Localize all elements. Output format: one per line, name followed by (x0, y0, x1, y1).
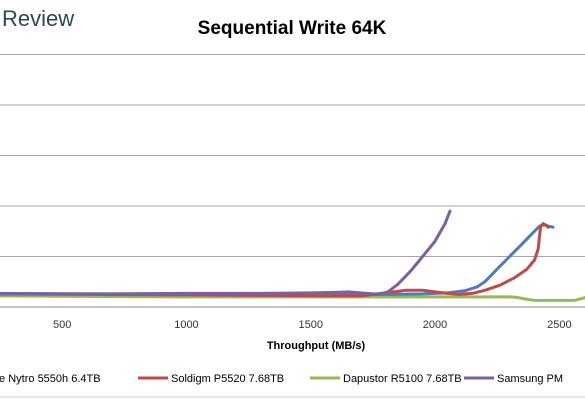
x-tick-label: 2500 (547, 319, 571, 331)
brand-logo-text: Review (2, 6, 74, 31)
legend: te Nytro 5550h 6.4TB Soldigm P5520 7.68TB… (0, 373, 563, 385)
gridlines (0, 54, 585, 257)
legend-label-3: Samsung PM (497, 373, 563, 385)
x-tick-label: 500 (53, 319, 71, 331)
legend-label-1: Soldigm P5520 7.68TB (171, 373, 284, 385)
series-line-0 (0, 223, 555, 297)
x-tick-label: 1000 (174, 319, 198, 331)
x-tick-label: 2000 (423, 319, 447, 331)
chart-title: Sequential Write 64K (198, 18, 387, 39)
legend-label-2: Dapustor R5100 7.68TB (343, 373, 462, 385)
x-tick-labels: 500 1000 1500 2000 2500 (53, 319, 572, 331)
legend-label-0: te Nytro 5550h 6.4TB (0, 373, 101, 385)
series-lines (0, 209, 585, 302)
series-line-1 (0, 222, 550, 298)
x-tick-label: 1500 (299, 319, 323, 331)
series-line-3 (0, 209, 452, 296)
x-axis-title: Throughput (MB/s) (267, 340, 366, 352)
series-line-2 (0, 294, 585, 302)
